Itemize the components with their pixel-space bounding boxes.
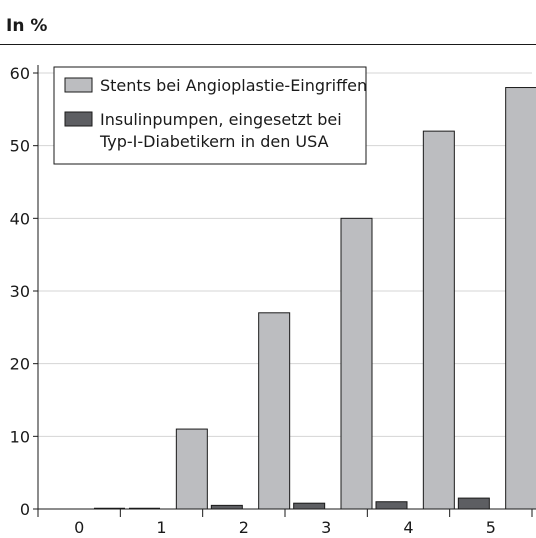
x-tick-label: 2 xyxy=(239,518,249,537)
x-axis-tick-labels: 0 1 2 3 4 5 xyxy=(74,518,496,537)
legend-swatch-stents xyxy=(64,77,93,93)
legend-swatch-pumps xyxy=(64,111,93,127)
x-tick-label: 4 xyxy=(403,518,413,537)
y-tick-label: 10 xyxy=(10,427,30,446)
y-tick-label: 30 xyxy=(10,282,30,301)
legend-label: Insulinpumpen, eingesetzt bei xyxy=(100,110,342,129)
bar-pumps xyxy=(210,504,243,510)
unit-label: In % xyxy=(6,16,48,36)
bar-stents xyxy=(258,312,291,510)
y-tick-label: 60 xyxy=(10,64,30,83)
axes xyxy=(33,65,533,517)
legend-label: Typ-I-Diabetikern in den USA xyxy=(99,132,329,151)
legend: Stents bei Angioplastie-Eingriffen Insuli… xyxy=(53,66,367,165)
legend-box xyxy=(53,66,367,165)
bar-pumps xyxy=(457,497,490,510)
bar-pumps xyxy=(293,502,326,510)
y-tick-label: 50 xyxy=(10,137,30,156)
x-tick-label: 1 xyxy=(156,518,166,537)
bar-stents xyxy=(175,428,208,510)
bar-stents xyxy=(505,87,536,510)
x-tick-label: 5 xyxy=(486,518,496,537)
y-tick-label: 40 xyxy=(10,209,30,228)
legend-label: Stents bei Angioplastie-Eingriffen xyxy=(100,76,367,95)
bar-stents xyxy=(340,217,373,510)
x-tick-label: 3 xyxy=(321,518,331,537)
y-tick-label: 20 xyxy=(10,355,30,374)
bars xyxy=(94,87,536,510)
header-divider xyxy=(0,44,536,45)
y-axis-tick-labels: 0 10 20 30 40 50 60 xyxy=(10,64,30,519)
bar-pumps xyxy=(375,501,408,510)
bar-stents xyxy=(422,130,455,510)
x-tick-label: 0 xyxy=(74,518,84,537)
y-tick-label: 0 xyxy=(20,500,30,519)
